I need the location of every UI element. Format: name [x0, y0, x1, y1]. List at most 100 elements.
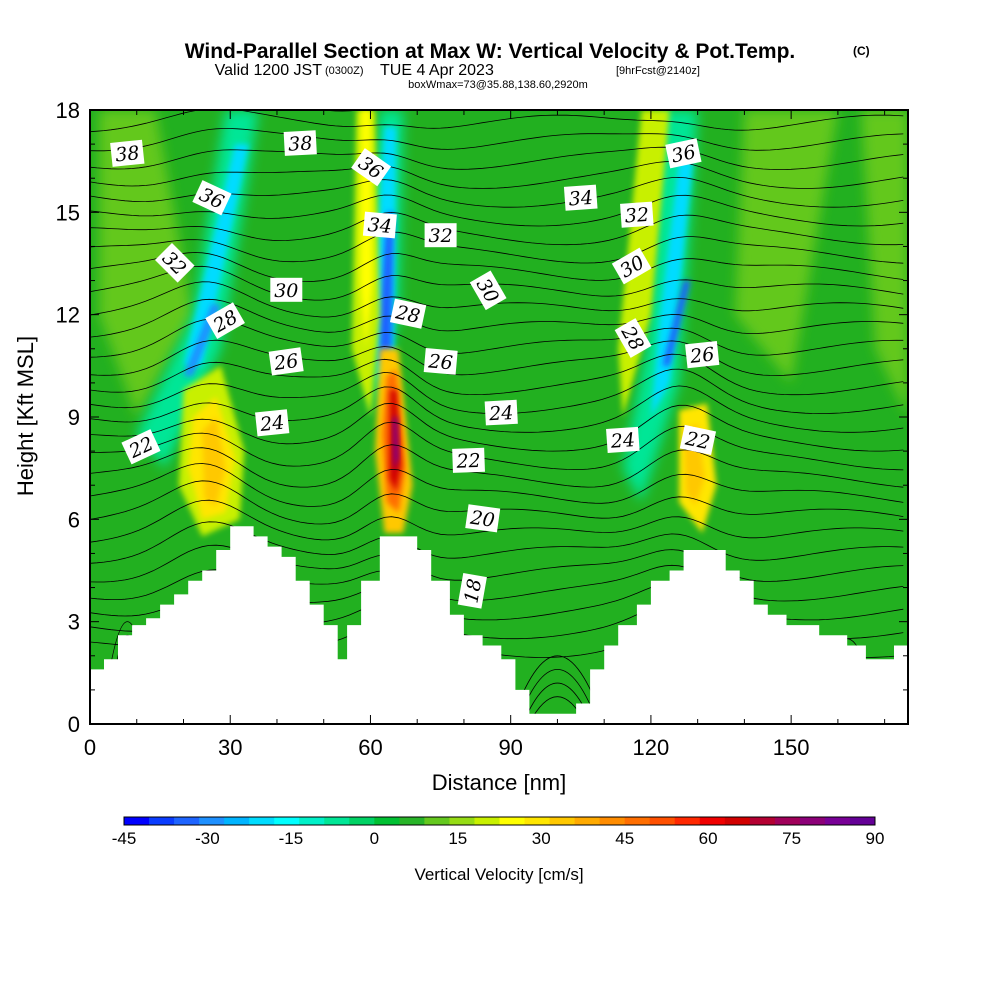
colorbar-swatch	[324, 817, 350, 825]
copyright-mark: (C)	[853, 44, 870, 58]
y-tick-label: 3	[68, 610, 80, 635]
colorbar-swatch	[174, 817, 200, 825]
x-tick-label: 60	[358, 735, 382, 760]
contour-label: 38	[110, 139, 145, 167]
contour-label: 22	[679, 424, 717, 455]
x-tick-label: 150	[773, 735, 810, 760]
contour-label: 38	[283, 130, 317, 156]
contour-label: 26	[685, 340, 720, 369]
velocity-region	[650, 161, 693, 417]
colorbar-swatch	[124, 817, 150, 825]
svg-text:22: 22	[683, 427, 712, 454]
theta-contour	[90, 402, 904, 452]
colorbar-swatch	[499, 817, 525, 825]
terrain	[90, 526, 908, 724]
svg-text:26: 26	[427, 350, 454, 374]
colorbar-tick-label: -45	[112, 829, 137, 848]
theta-contour	[90, 252, 904, 283]
x-tick-label: 120	[633, 735, 670, 760]
theta-contour	[90, 110, 365, 112]
contour-label: 26	[268, 347, 304, 376]
theta-contour	[90, 146, 904, 171]
theta-contour	[90, 544, 904, 583]
valid-time: Valid 1200 JST	[215, 62, 323, 79]
theta-contour	[90, 463, 904, 507]
colorbar-swatch	[649, 817, 676, 825]
colorbar-swatch	[724, 817, 751, 825]
theta-contour	[90, 298, 904, 338]
velocity-region	[735, 110, 838, 383]
y-tick-label: 0	[68, 712, 80, 737]
colorbar-swatch	[524, 817, 550, 825]
contour-label: 32	[620, 201, 654, 228]
svg-text:34: 34	[568, 187, 594, 211]
contour-label: 36	[192, 180, 232, 216]
contour-label: 34	[563, 184, 598, 211]
colorbar-swatch	[699, 817, 726, 825]
x-tick-label: 0	[84, 735, 96, 760]
colorbar-tick-labels: -45 -30 -15 0 15 30 45 60 75 90	[112, 829, 885, 848]
contour-label: 22	[452, 447, 485, 473]
colorbar-tick-label: -15	[279, 829, 304, 848]
colorbar	[123, 816, 876, 826]
colorbar-swatch	[574, 817, 601, 825]
box-info: boxWmax=73@35.88,138.60,2920m	[408, 79, 588, 91]
theta-contour	[90, 421, 904, 471]
contour-label: 24	[255, 409, 290, 437]
x-axis: 0 30 60 90 120 150	[84, 110, 886, 760]
colorbar-swatch	[224, 817, 250, 825]
colorbar-tick-label: 90	[866, 829, 885, 848]
svg-text:24: 24	[488, 402, 514, 425]
y-tick-label: 9	[68, 405, 80, 430]
forecast-info: [9hrFcst@2140z]	[616, 65, 700, 77]
colorbar-tick-label: 15	[448, 829, 467, 848]
y-tick-label: 15	[56, 200, 80, 225]
theta-contour	[90, 339, 904, 376]
svg-text:26: 26	[688, 343, 715, 368]
colorbar-tick-label: -30	[195, 829, 220, 848]
colorbar-tick-label: 60	[699, 829, 718, 848]
contour-label: 36	[665, 138, 702, 169]
theta-contour	[90, 521, 904, 564]
svg-text:38: 38	[114, 142, 140, 166]
svg-text:22: 22	[455, 450, 481, 473]
theta-contour	[90, 231, 904, 264]
colorbar-swatch	[449, 817, 475, 825]
contour-label: 32	[424, 223, 457, 248]
theta-contour	[90, 385, 904, 433]
contour-label: 20	[465, 504, 501, 533]
colorbar-swatch	[199, 817, 225, 825]
velocity-region	[202, 417, 226, 506]
contour-label: 30	[270, 277, 303, 302]
contour-label: 24	[484, 399, 518, 426]
contour-label: 24	[606, 426, 640, 453]
colorbar-swatch	[149, 817, 175, 825]
svg-text:36: 36	[669, 141, 697, 168]
colorbar-tick-label: 30	[532, 829, 551, 848]
theta-contour	[90, 353, 904, 396]
valid-utc: (0300Z)	[325, 65, 364, 77]
colorbar-swatch	[824, 817, 851, 825]
svg-text:34: 34	[367, 214, 393, 238]
theta-contour	[90, 161, 904, 189]
svg-text:20: 20	[468, 507, 496, 532]
colorbar-tick-label: 75	[782, 829, 801, 848]
theta-contour	[90, 128, 904, 152]
colorbar-swatch	[249, 817, 275, 825]
contour-label: 34	[362, 211, 397, 239]
svg-text:24: 24	[258, 412, 285, 437]
svg-text:32: 32	[429, 225, 453, 247]
svg-text:26: 26	[272, 350, 300, 375]
colorbar-swatch	[749, 817, 776, 825]
colorbar-swatch	[624, 817, 651, 825]
colorbar-swatch	[274, 817, 300, 825]
colorbar-swatch	[599, 817, 626, 825]
theta-contour	[90, 194, 904, 227]
colorbar-swatch	[299, 817, 325, 825]
colorbar-swatch	[674, 817, 701, 825]
colorbar-tick-label: 45	[615, 829, 634, 848]
velocity-region	[183, 144, 249, 366]
